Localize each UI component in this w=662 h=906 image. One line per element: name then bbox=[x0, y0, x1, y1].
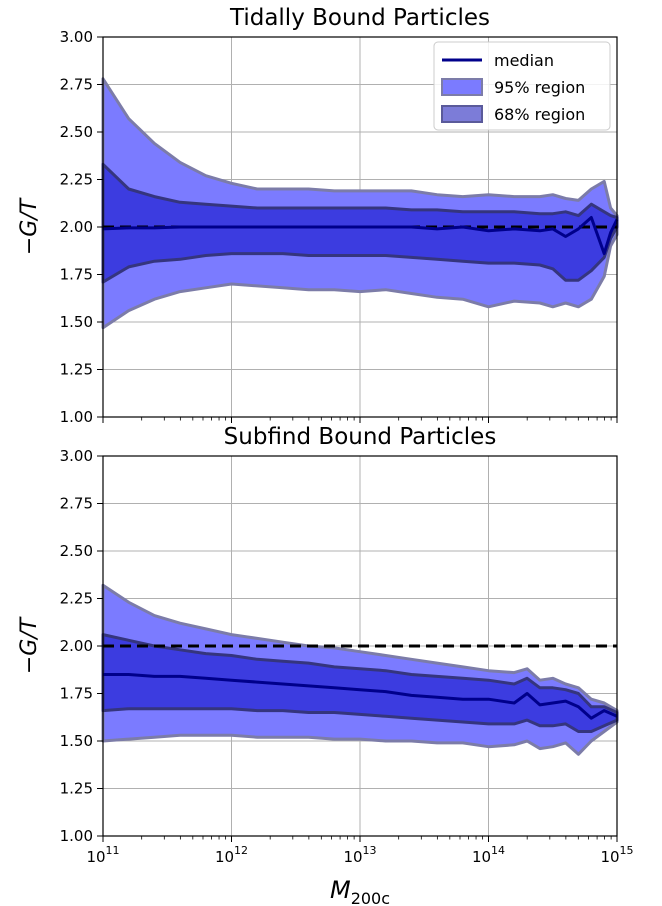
legend-95-swatch bbox=[441, 78, 483, 96]
panel-tidally-bound: Tidally Bound Particles −G/T 1.00 1.25 1.5… bbox=[17, 5, 619, 426]
x-tick-base: 10 bbox=[215, 848, 234, 866]
y-tick-label: 2.50 bbox=[60, 542, 93, 560]
x-tick-labels: 1011 1012 1013 1014 1015 bbox=[86, 844, 633, 866]
panel-title: Subfind Bound Particles bbox=[224, 424, 497, 450]
y-tick-labels: 1.00 1.25 1.50 1.75 2.00 2.25 2.50 2.75 3.00 bbox=[60, 28, 93, 426]
y-tick-label: 2.75 bbox=[60, 495, 93, 513]
x-tick-exponent: 14 bbox=[491, 844, 505, 857]
x-tick-label: 1013 bbox=[343, 844, 376, 866]
x-tick-exponent: 13 bbox=[363, 844, 377, 857]
legend-label-95: 95% region bbox=[494, 78, 585, 97]
y-tick-label: 1.00 bbox=[60, 408, 93, 426]
legend-68-swatch bbox=[441, 105, 483, 123]
y-tick-label: 1.50 bbox=[60, 313, 93, 331]
y-tick-label: 1.75 bbox=[60, 685, 93, 703]
x-axis-label-main: M bbox=[330, 876, 351, 904]
y-tick-label: 2.25 bbox=[60, 590, 93, 608]
legend-label-median: median bbox=[494, 51, 554, 70]
x-tick-exponent: 11 bbox=[106, 844, 120, 857]
x-axis-label-sub: 200c bbox=[351, 889, 390, 906]
x-tick-base: 10 bbox=[86, 848, 105, 866]
y-axis-label: −G/T bbox=[17, 616, 42, 674]
legend: median 95% region 68% region bbox=[433, 41, 611, 131]
y-tick-label: 2.50 bbox=[60, 123, 93, 141]
x-tick-label: 1014 bbox=[472, 844, 505, 866]
x-tick-base: 10 bbox=[600, 848, 619, 866]
panel-title: Tidally Bound Particles bbox=[229, 5, 490, 31]
panel-subfind-bound: Subfind Bound Particles −G/T 1.00 1.25 1.5… bbox=[17, 424, 634, 906]
y-tick-label: 2.00 bbox=[60, 637, 93, 655]
x-tick-exponent: 15 bbox=[620, 844, 634, 857]
x-tick-exponent: 12 bbox=[234, 844, 248, 857]
axes-frame bbox=[97, 36, 618, 423]
median-layer bbox=[103, 673, 618, 720]
median-layer bbox=[102, 216, 619, 256]
x-tick-base: 10 bbox=[343, 848, 362, 866]
y-tick-label: 1.25 bbox=[60, 361, 93, 379]
y-tick-label: 2.00 bbox=[60, 218, 93, 236]
y-tick-label: 1.00 bbox=[60, 827, 93, 845]
median-line bbox=[103, 673, 618, 720]
y-tick-label: 2.25 bbox=[60, 171, 93, 189]
y-tick-label: 3.00 bbox=[60, 447, 93, 465]
y-tick-label: 1.50 bbox=[60, 732, 93, 750]
y-axis-label: −G/T bbox=[17, 197, 42, 255]
x-tick-label: 1012 bbox=[215, 844, 248, 866]
x-tick-label: 1011 bbox=[86, 844, 119, 866]
legend-label-68: 68% region bbox=[494, 105, 585, 124]
x-tick-label: 1015 bbox=[600, 844, 633, 866]
y-tick-label: 1.75 bbox=[60, 266, 93, 284]
y-tick-label: 3.00 bbox=[60, 28, 93, 46]
y-tick-labels: 1.00 1.25 1.50 1.75 2.00 2.25 2.50 2.75 3.00 bbox=[60, 447, 93, 845]
x-tick-base: 10 bbox=[472, 848, 491, 866]
x-axis-label: M200c bbox=[330, 876, 390, 906]
y-tick-label: 2.75 bbox=[60, 76, 93, 94]
axes-frame bbox=[97, 455, 618, 842]
y-tick-label: 1.25 bbox=[60, 780, 93, 798]
median-line bbox=[102, 216, 619, 256]
